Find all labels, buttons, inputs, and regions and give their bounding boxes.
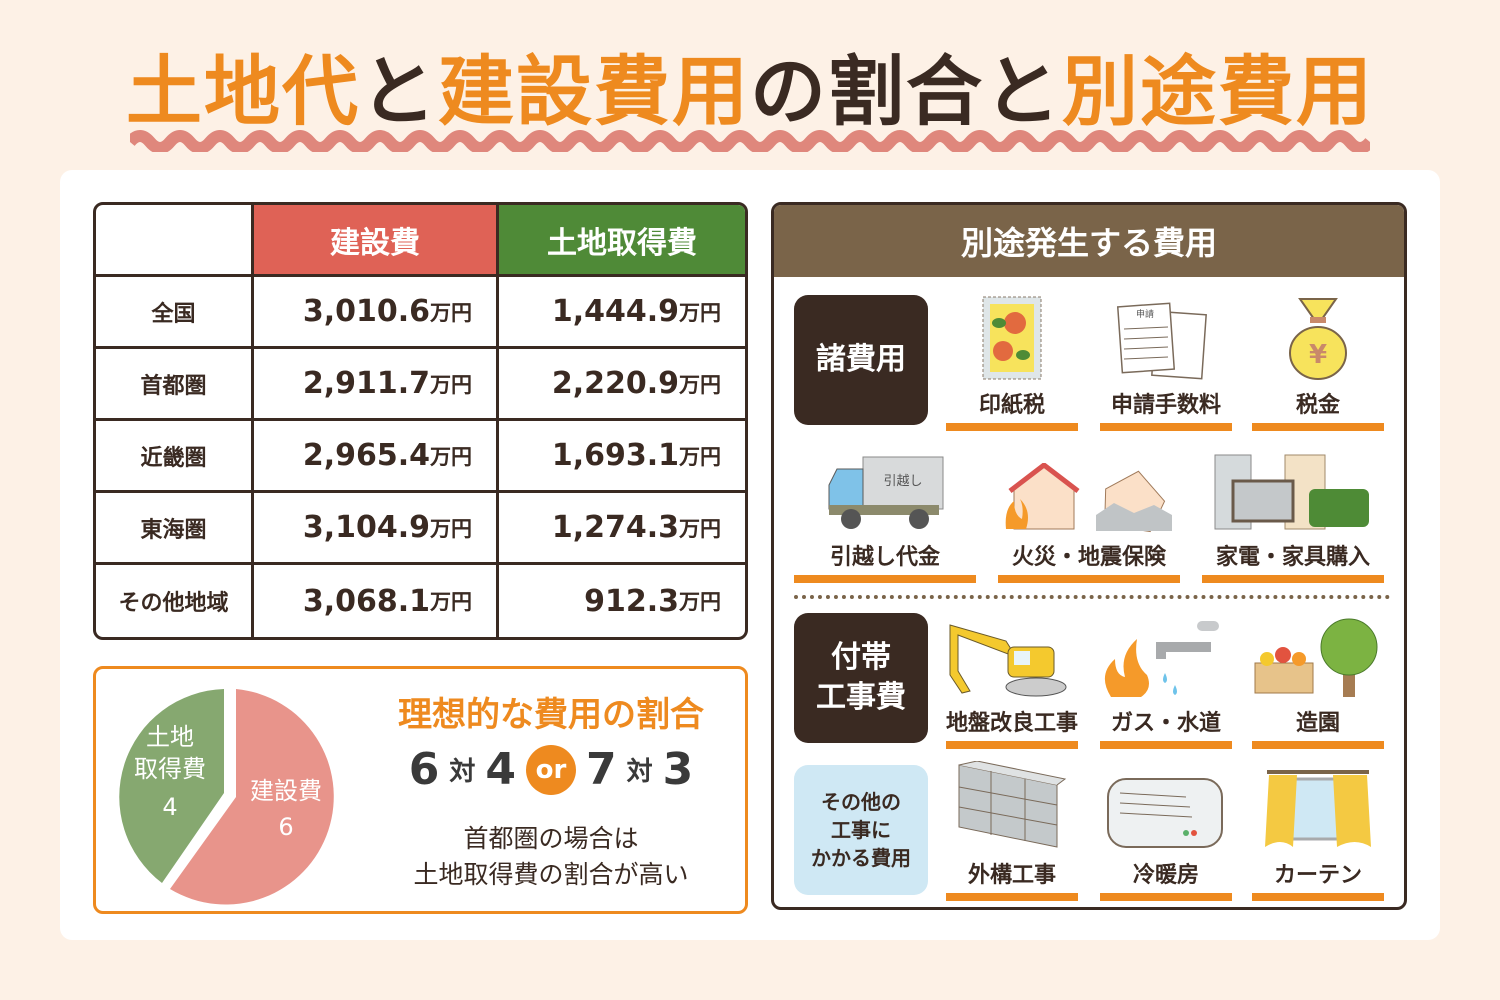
row-label: 近畿圏 xyxy=(96,421,254,493)
svg-text:申請: 申請 xyxy=(1136,308,1154,320)
pie-slice-construction xyxy=(170,689,334,905)
svg-text:6: 6 xyxy=(278,813,293,841)
table-cell: 3,104.9 万円 xyxy=(254,493,499,565)
item-gas-water: ガス・水道 xyxy=(1100,609,1232,749)
table-cell: 2,965.4 万円 xyxy=(254,421,499,493)
row-label: 首都圏 xyxy=(96,349,254,421)
item-ground-improvement: 地盤改良工事 xyxy=(946,609,1078,749)
block-wall-icon xyxy=(958,761,1067,848)
table-cell: 1,444.9 万円 xyxy=(499,277,745,349)
svg-text:土地: 土地 xyxy=(146,723,194,751)
svg-text:¥: ¥ xyxy=(1309,340,1327,370)
item-application-fee: 申請 申請手数料 xyxy=(1100,291,1232,431)
svg-text:建設費: 建設費 xyxy=(250,777,322,805)
page-title: 土地代と建設費用の割合と別途費用 xyxy=(126,47,1374,136)
cost-table: 建設費 土地取得費 全国 3,010.6 万円 1,444.9 万円 首都圏 2,9… xyxy=(93,202,748,640)
svg-text:取得費: 取得費 xyxy=(134,755,206,783)
item-fire-earthquake-insurance: 火災・地震保険 xyxy=(998,443,1180,583)
or-badge: or xyxy=(526,744,576,795)
furniture-icon xyxy=(1214,454,1369,530)
item-moving-cost: 引越し 引越し代金 xyxy=(794,443,976,583)
category-other-works: その他の 工事に かかる費用 xyxy=(794,765,928,895)
ratio-note: 首都圏の場合は 土地取得費の割合が高い xyxy=(413,824,689,889)
category-misc-fees: 諸費用 xyxy=(794,295,928,425)
fire-faucet-icon xyxy=(1104,621,1219,697)
table-cell: 3,068.1 万円 xyxy=(254,565,499,637)
ratio-title: 理想的な費用の割合 xyxy=(398,695,704,735)
section-divider xyxy=(794,595,1390,599)
extra-costs-panel: 別途発生する費用 諸費用 印紙税 申請 申請手数料 ¥ 税金 引越し 引越し代金… xyxy=(771,202,1407,910)
header-land: 土地取得費 xyxy=(499,205,745,277)
item-appliances-furniture: 家電・家具購入 xyxy=(1202,443,1384,583)
pie-slice-land xyxy=(119,689,224,883)
row-label: 全国 xyxy=(96,277,254,349)
svg-text:引越し: 引越し xyxy=(883,474,922,489)
table-cell: 3,010.6 万円 xyxy=(254,277,499,349)
table-cell: 1,274.3 万円 xyxy=(499,493,745,565)
air-conditioner-icon xyxy=(1107,778,1223,848)
title-underline-scribble xyxy=(130,130,1370,152)
item-landscaping: 造園 xyxy=(1252,609,1384,749)
item-stamp-tax: 印紙税 xyxy=(946,291,1078,431)
item-air-conditioning: 冷暖房 xyxy=(1100,761,1232,901)
item-tax: ¥ 税金 xyxy=(1252,291,1384,431)
extra-costs-header: 別途発生する費用 xyxy=(774,205,1404,277)
table-cell: 1,693.1 万円 xyxy=(499,421,745,493)
table-cell: 2,911.7 万円 xyxy=(254,349,499,421)
svg-text:4: 4 xyxy=(162,793,177,821)
table-cell: 912.3 万円 xyxy=(584,583,721,619)
category-ancillary-works: 付帯 工事費 xyxy=(794,613,928,743)
header-construction: 建設費 xyxy=(254,205,499,277)
document-icon: 申請 xyxy=(1116,302,1207,380)
item-exterior-works: 外構工事 xyxy=(946,761,1078,901)
stamp-icon xyxy=(982,296,1042,380)
excavator-icon xyxy=(949,624,1067,697)
ratio-pie-chart: 土地 取得費 4 建設費 6 xyxy=(119,689,334,905)
item-curtains: カーテン xyxy=(1252,761,1384,901)
row-label: その他地域 xyxy=(96,565,254,637)
money-bag-icon: ¥ xyxy=(1289,298,1347,380)
tree-icon xyxy=(1254,618,1378,697)
table-cell: 2,220.9 万円 xyxy=(499,349,745,421)
house-disaster-icon xyxy=(1005,463,1172,533)
curtain-icon xyxy=(1265,770,1371,847)
truck-icon: 引越し xyxy=(828,456,944,529)
table-corner xyxy=(96,205,254,277)
row-label: 東海圏 xyxy=(96,493,254,565)
